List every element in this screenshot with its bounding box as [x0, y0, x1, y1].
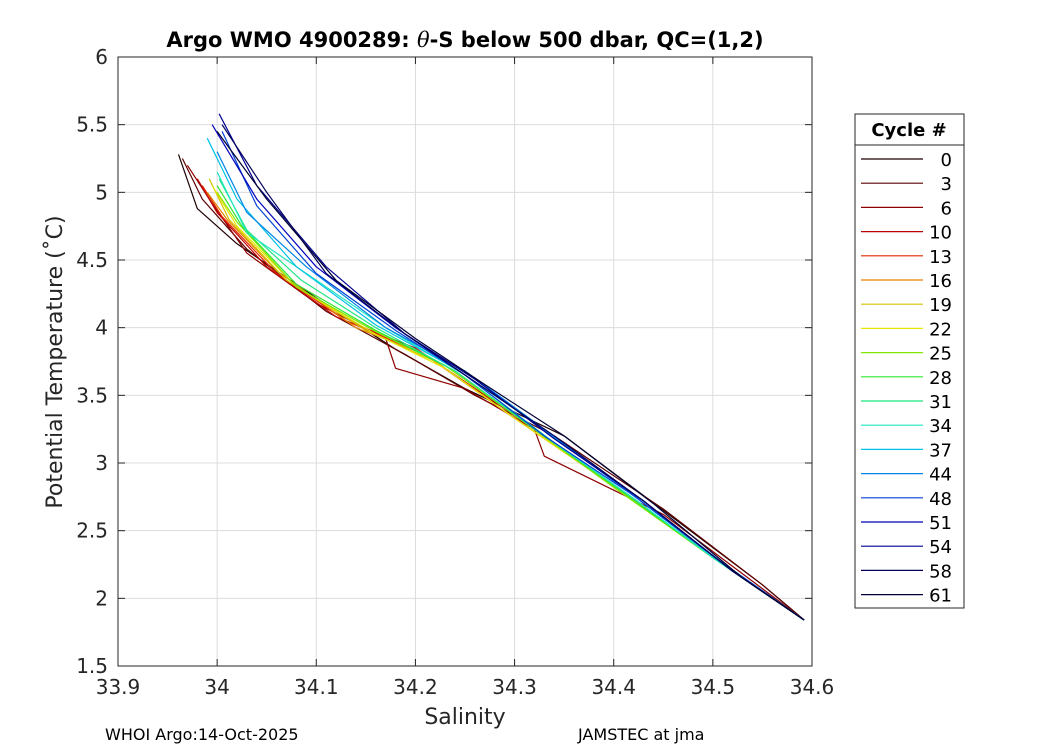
y-tick-label: 3 [95, 451, 108, 475]
x-tick-label: 33.9 [96, 675, 141, 699]
x-axis-ticks: 33.9 34 34.1 34.2 34.3 34.4 34.5 34.6 [96, 57, 835, 699]
legend-label-cycle-28: 28 [929, 368, 952, 389]
chart-title-suffix: -S below 500 dbar, QC=(1,2) [430, 28, 764, 52]
x-tick-label: 34.6 [790, 675, 835, 699]
y-tick-label: 4 [95, 316, 108, 340]
y-axis-label: Potential Temperature (˚C) [43, 215, 68, 508]
x-axis-label: Salinity [424, 705, 505, 730]
chart-title-symbol: θ [417, 28, 430, 52]
legend-title: Cycle # [871, 120, 946, 141]
series-layer [177, 113, 805, 621]
plot-frame [117, 56, 813, 667]
legend-label-cycle-19: 19 [929, 295, 952, 316]
legend-label-cycle-16: 16 [929, 271, 952, 292]
legend-label-cycle-44: 44 [929, 465, 952, 486]
series-line-cycle-54 [218, 113, 805, 621]
series-line-cycle-58 [221, 124, 805, 621]
series-line-cycle-28 [216, 185, 805, 621]
x-tick-label: 34.1 [294, 675, 339, 699]
legend-items: 0 3 6 10 13 16 19 22 25 28 31 34 37 44 48 51 54 58 61 [861, 150, 952, 607]
legend-label-cycle-34: 34 [929, 416, 952, 437]
series-line-cycle-3 [181, 158, 805, 621]
x-tick-label: 34 [204, 675, 229, 699]
legend-label-cycle-48: 48 [929, 489, 952, 510]
y-tick-label: 5 [95, 180, 108, 204]
legend-label-cycle-3: 3 [941, 174, 952, 195]
series-line-cycle-13 [201, 185, 805, 621]
x-tick-label: 34.3 [492, 675, 537, 699]
legend-label-cycle-37: 37 [929, 440, 952, 461]
legend-label-cycle-22: 22 [929, 319, 952, 340]
chart-title: Argo WMO 4900289: θ-S below 500 dbar, QC… [166, 28, 763, 52]
x-tick-label: 34.4 [591, 675, 636, 699]
y-tick-label: 2 [95, 586, 108, 610]
y-tick-label: 2.5 [76, 519, 108, 543]
legend-label-cycle-10: 10 [929, 223, 952, 244]
y-tick-label: 3.5 [76, 383, 108, 407]
y-tick-label: 6 [95, 45, 108, 69]
footer-left-credit: WHOI Argo:14-Oct-2025 [105, 725, 299, 744]
series-line-cycle-6 [186, 164, 805, 621]
legend-label-cycle-54: 54 [929, 537, 952, 558]
legend-label-cycle-31: 31 [929, 392, 952, 413]
x-tick-label: 34.5 [691, 675, 736, 699]
legend-label-cycle-13: 13 [929, 247, 952, 268]
legend-box [854, 113, 965, 609]
series-line-cycle-48 [221, 131, 805, 621]
footer-right-credit: JAMSTEC at jma [578, 725, 705, 744]
legend-label-cycle-0: 0 [941, 150, 952, 171]
legend-label-cycle-6: 6 [941, 198, 952, 219]
series-line-cycle-51 [211, 124, 805, 621]
legend-label-cycle-51: 51 [929, 513, 952, 534]
x-tick-label: 34.2 [393, 675, 438, 699]
y-tick-label: 5.5 [76, 113, 108, 137]
legend-label-cycle-61: 61 [929, 586, 952, 607]
legend-label-cycle-25: 25 [929, 344, 952, 365]
chart-title-prefix: Argo WMO 4900289: [166, 28, 417, 52]
legend-label-cycle-58: 58 [929, 561, 952, 582]
y-axis-ticks: 1.5 2 2.5 3 3.5 4 4.5 5 5.5 6 [76, 45, 812, 678]
y-tick-label: 4.5 [76, 248, 108, 272]
legend: Cycle # 0 3 6 10 13 16 19 22 25 28 31 34 37 44 48 51 54 5… [854, 113, 965, 609]
y-tick-label: 1.5 [76, 654, 108, 678]
grid [118, 57, 812, 666]
series-line-cycle-61 [216, 131, 805, 621]
series-line-cycle-34 [216, 171, 805, 621]
